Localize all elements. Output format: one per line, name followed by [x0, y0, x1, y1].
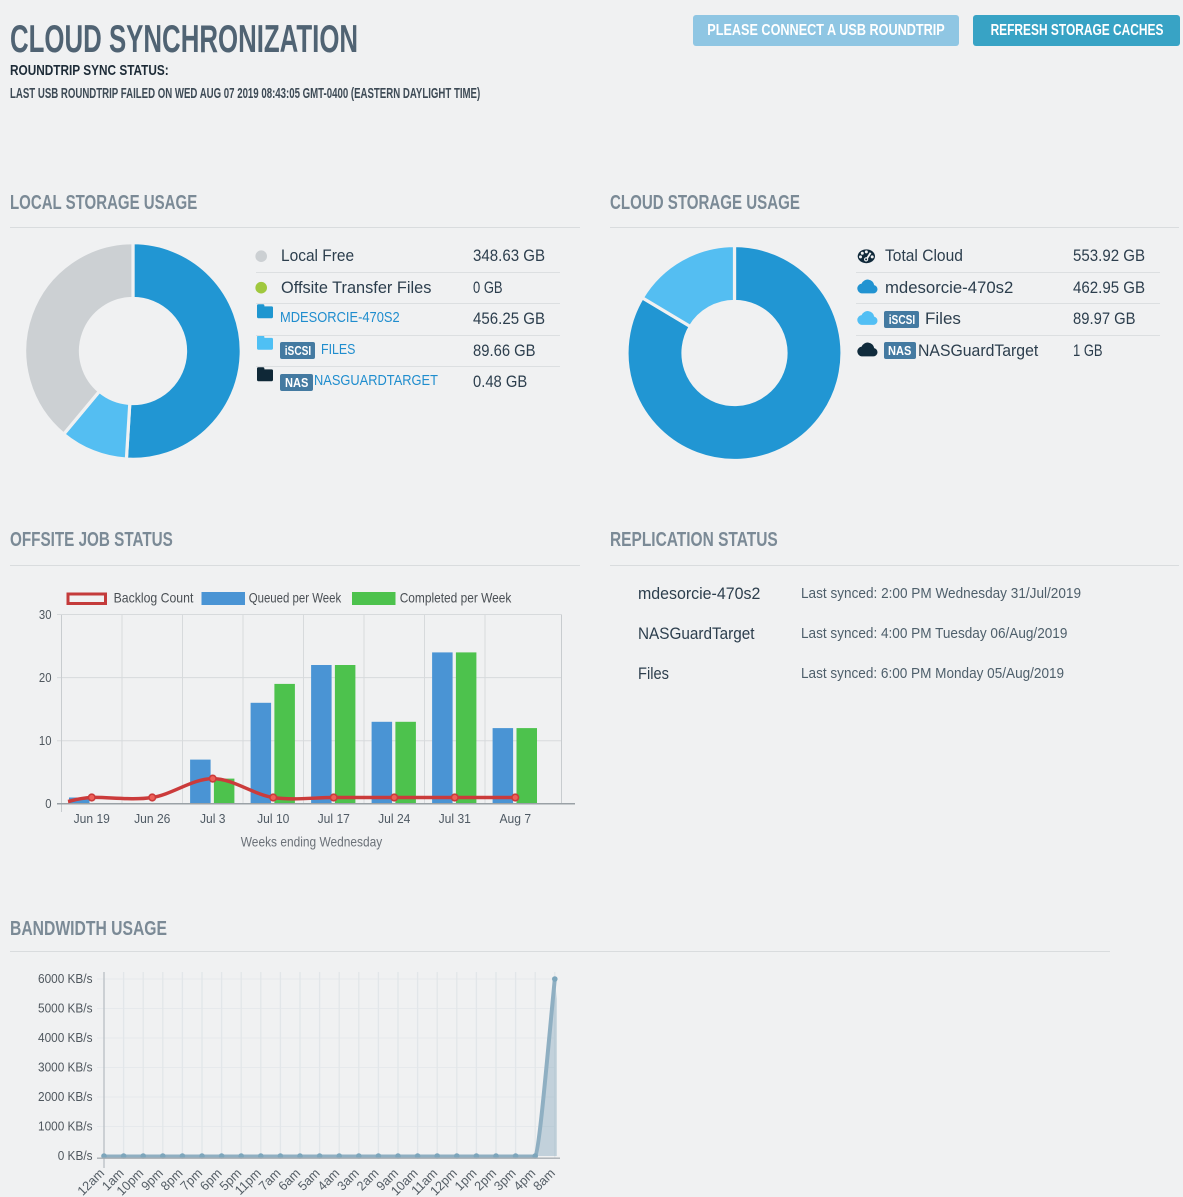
svg-text:Jul 31: Jul 31 — [439, 811, 471, 825]
svg-text:Aug 7: Aug 7 — [499, 811, 531, 825]
svg-text:10: 10 — [39, 733, 52, 748]
svg-text:4000 KB/s: 4000 KB/s — [38, 1031, 92, 1046]
svg-text:Jun 19: Jun 19 — [74, 811, 110, 825]
svg-text:5000 KB/s: 5000 KB/s — [38, 1001, 92, 1016]
svg-text:Weeks ending Wednesday: Weeks ending Wednesday — [241, 834, 383, 850]
svg-text:Jul 17: Jul 17 — [318, 811, 350, 825]
svg-text:0 KB/s: 0 KB/s — [58, 1149, 93, 1164]
svg-text:2000 KB/s: 2000 KB/s — [38, 1090, 92, 1105]
svg-text:Jul 24: Jul 24 — [378, 811, 410, 825]
svg-text:Jul 3: Jul 3 — [200, 811, 226, 825]
svg-text:Backlog Count: Backlog Count — [114, 590, 194, 606]
svg-text:Completed per Week: Completed per Week — [400, 590, 512, 606]
svg-text:Jul 10: Jul 10 — [257, 811, 289, 825]
svg-text:Queued per Week: Queued per Week — [249, 591, 342, 606]
svg-text:30: 30 — [39, 607, 52, 622]
svg-text:Jun 26: Jun 26 — [134, 811, 170, 825]
svg-text:3000 KB/s: 3000 KB/s — [38, 1060, 92, 1075]
svg-text:8am: 8am — [530, 1165, 558, 1193]
svg-text:1000 KB/s: 1000 KB/s — [38, 1119, 92, 1134]
svg-text:0: 0 — [45, 796, 51, 811]
svg-text:6000 KB/s: 6000 KB/s — [38, 972, 92, 987]
svg-text:20: 20 — [39, 670, 52, 685]
